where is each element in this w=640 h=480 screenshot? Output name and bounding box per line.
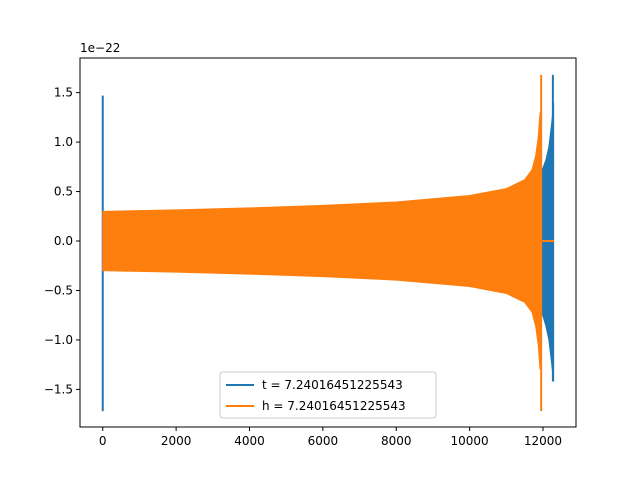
x-tick-label: 0 [99, 434, 107, 448]
y-tick-label: 0.0 [54, 234, 73, 248]
x-tick-label: 8000 [381, 434, 412, 448]
legend-label-h: h = 7.24016451225543 [262, 399, 406, 413]
x-tick-label: 10000 [451, 434, 489, 448]
axes: 0 2000 4000 6000 8000 10000 12000 1.5 1.0 0.5 0.0 −… [44, 57, 577, 448]
x-tick-label: 6000 [308, 434, 339, 448]
legend: t = 7.24016451225543 h = 7.2401645122554… [219, 371, 437, 419]
y-tick-label: −1.5 [44, 382, 73, 396]
y-tick-label: −0.5 [44, 283, 73, 297]
x-tick-label: 2000 [161, 434, 192, 448]
x-tick-label: 4000 [234, 434, 265, 448]
legend-frame [219, 371, 437, 419]
legend-label-t: t = 7.24016451225543 [262, 378, 403, 392]
y-tick-label: 0.5 [54, 185, 73, 199]
y-tick-label: −1.0 [44, 333, 73, 347]
series-1 [102, 74, 554, 412]
offset-text: 1e−22 [80, 41, 120, 55]
y-tick-label: 1.5 [54, 86, 73, 100]
y-tick-label: 1.0 [54, 135, 73, 149]
x-tick-label: 12000 [524, 434, 562, 448]
series-1-band-0 [102, 112, 541, 370]
axes-frame [79, 57, 577, 428]
plot-area [101, 74, 555, 412]
